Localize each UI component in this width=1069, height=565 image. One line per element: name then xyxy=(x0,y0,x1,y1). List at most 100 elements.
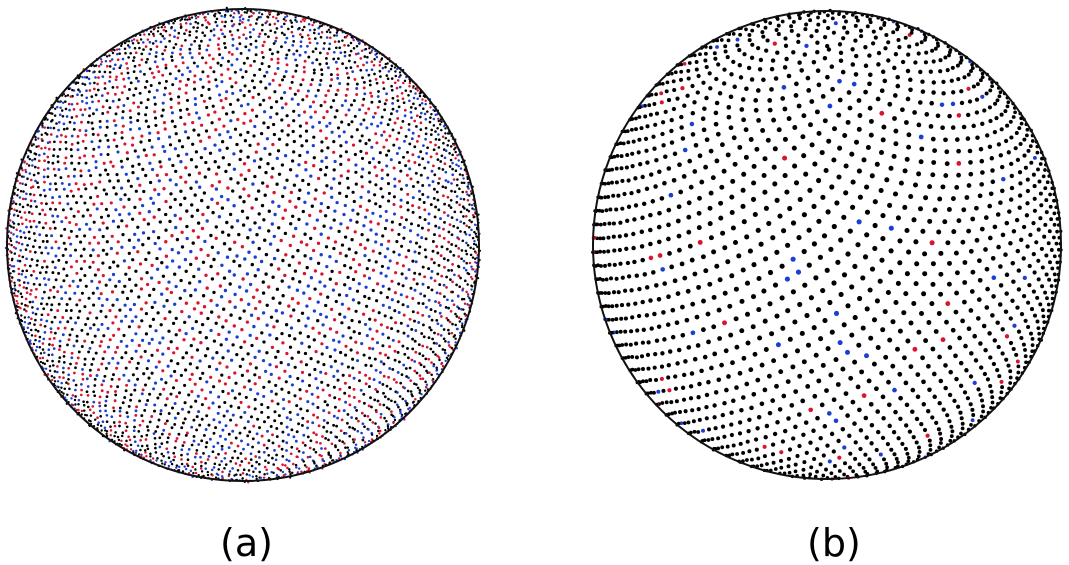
sphere-point xyxy=(98,404,102,408)
sphere-point xyxy=(269,425,273,428)
sphere-point xyxy=(100,383,104,387)
sphere-point xyxy=(146,447,150,451)
sphere-point xyxy=(435,369,438,372)
sphere-point xyxy=(283,186,287,190)
sphere-point xyxy=(128,360,132,364)
sphere-point xyxy=(443,348,447,352)
sphere-point xyxy=(80,345,84,348)
sphere-point xyxy=(147,210,151,214)
sphere-point xyxy=(212,28,216,31)
sphere-point xyxy=(88,69,91,73)
sphere-point xyxy=(432,364,435,368)
sphere-point xyxy=(28,300,32,304)
sphere-point xyxy=(83,108,87,111)
sphere-point xyxy=(295,49,299,53)
sphere-point xyxy=(62,361,66,364)
sphere-point xyxy=(207,423,211,427)
sphere-point xyxy=(227,446,231,449)
sphere-point xyxy=(240,245,245,249)
sphere-point xyxy=(405,183,409,187)
sphere-point xyxy=(348,266,353,270)
sphere-point xyxy=(161,57,165,61)
sphere-point xyxy=(17,222,20,226)
sphere-point xyxy=(233,474,236,477)
sphere-point xyxy=(89,196,93,200)
sphere-point xyxy=(263,420,266,424)
sphere-point xyxy=(408,317,412,321)
sphere-point xyxy=(45,319,49,323)
sphere-point xyxy=(448,223,452,226)
sphere-point xyxy=(274,39,277,43)
sphere-point xyxy=(258,103,262,107)
sphere-point xyxy=(124,272,128,276)
sphere-point xyxy=(225,365,229,369)
sphere-point xyxy=(462,215,465,218)
sphere-point xyxy=(13,292,16,295)
sphere-point xyxy=(682,147,688,153)
sphere-point xyxy=(38,335,42,339)
sphere-point xyxy=(252,11,255,15)
sphere-point xyxy=(130,319,134,323)
sphere-point xyxy=(390,88,394,92)
sphere-point xyxy=(208,38,212,42)
sphere-point xyxy=(298,26,301,30)
sphere-point xyxy=(25,257,28,261)
sphere-point xyxy=(301,416,305,420)
sphere-point xyxy=(236,181,240,185)
sphere-point xyxy=(42,188,46,192)
sphere-point xyxy=(152,34,156,38)
sphere-point xyxy=(132,302,137,307)
sphere-point xyxy=(238,157,242,162)
sphere-point xyxy=(414,92,417,95)
sphere-point xyxy=(238,463,242,467)
sphere-point xyxy=(253,373,257,377)
sphere-point xyxy=(64,135,68,138)
sphere-point xyxy=(317,331,321,335)
sphere-point xyxy=(269,29,273,33)
sphere-point xyxy=(205,26,209,29)
sphere-point xyxy=(272,234,276,239)
sphere-point xyxy=(180,462,184,466)
sphere-point xyxy=(214,78,218,82)
sphere-point xyxy=(289,326,294,330)
sphere-point xyxy=(906,132,912,138)
sphere-point xyxy=(426,195,430,199)
sphere-point xyxy=(204,336,208,340)
sphere-point xyxy=(455,327,459,331)
sphere-point xyxy=(735,43,740,48)
sphere-point xyxy=(164,460,167,464)
sphere-point xyxy=(248,474,251,477)
sphere-point xyxy=(233,292,237,297)
sphere-point xyxy=(336,369,340,373)
sphere-point xyxy=(19,292,23,295)
sphere-point xyxy=(56,385,59,388)
sphere-point xyxy=(133,425,136,429)
sphere-point xyxy=(27,315,30,319)
sphere-point xyxy=(744,27,748,32)
sphere-point xyxy=(456,226,460,230)
sphere-point xyxy=(296,248,300,253)
sphere-point xyxy=(341,334,345,338)
sphere-point xyxy=(133,435,136,439)
sphere-point xyxy=(761,77,766,83)
sphere-point xyxy=(28,172,32,175)
sphere-point xyxy=(438,177,441,180)
sphere-point xyxy=(229,404,233,408)
sphere-point xyxy=(390,84,393,88)
sphere-point xyxy=(344,113,348,117)
sphere-point xyxy=(221,428,225,432)
sphere-point xyxy=(150,145,154,149)
sphere-point xyxy=(310,204,314,208)
sphere-point xyxy=(342,130,346,134)
sphere-point xyxy=(52,285,56,289)
sphere-point xyxy=(280,447,284,451)
sphere-point xyxy=(183,320,187,325)
sphere-point xyxy=(782,65,788,70)
sphere-point xyxy=(419,150,423,154)
sphere-point xyxy=(843,190,849,196)
sphere-point xyxy=(403,352,407,356)
sphere-point xyxy=(741,171,747,177)
sphere-point xyxy=(144,113,148,117)
sphere-point xyxy=(168,219,172,224)
sphere-point xyxy=(281,294,285,298)
